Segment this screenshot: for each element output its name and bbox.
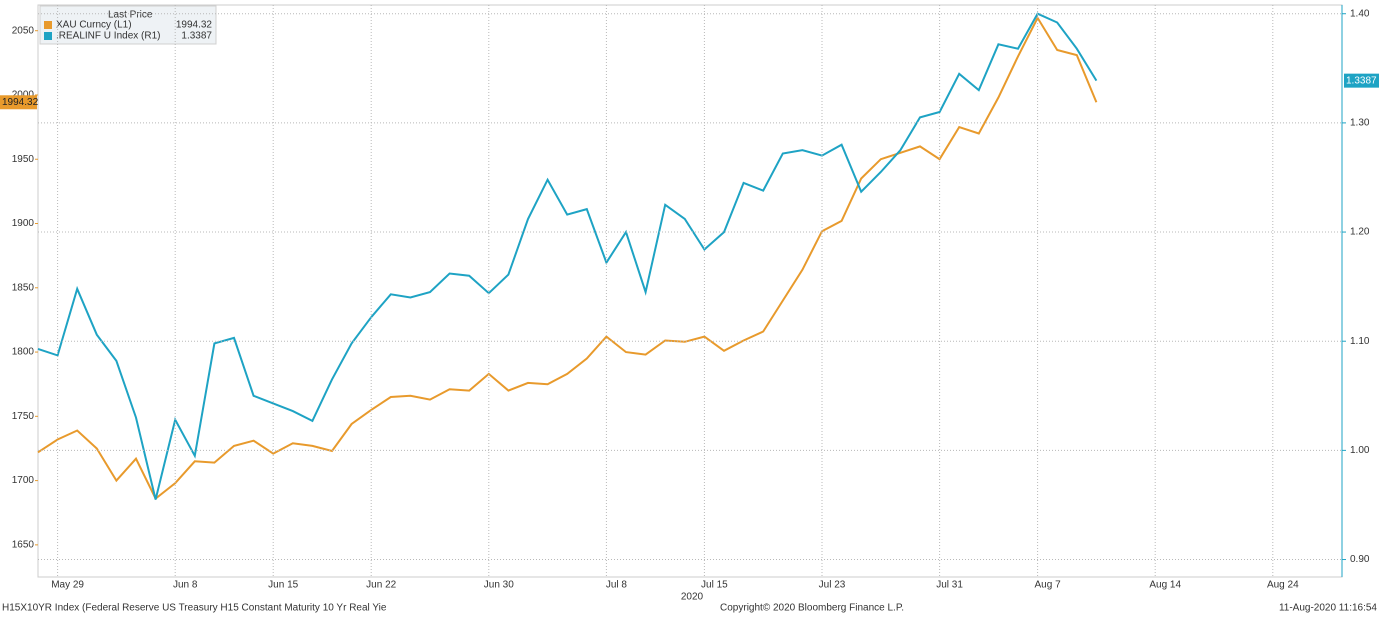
- y2-tick-label: 1.40: [1350, 8, 1370, 19]
- last-value-label: 1.3387: [1346, 75, 1377, 86]
- legend: Last Price XAU Curncy (L1) 1994.32 .REALIN…: [39, 5, 217, 45]
- legend-swatch: [44, 32, 52, 40]
- x-tick-label: Jun 15: [268, 580, 298, 591]
- footer-right: 11-Aug-2020 11:16:54: [1279, 603, 1377, 614]
- x-tick-label: Jul 31: [936, 580, 963, 591]
- legend-title: Last Price: [108, 10, 153, 21]
- year-label: 2020: [681, 592, 704, 603]
- legend-box: [39, 5, 217, 45]
- y-tick-label: 2000: [12, 90, 35, 101]
- plot-area: [37, 4, 1343, 578]
- y-tick-label: 1850: [12, 282, 35, 293]
- legend-label: .REALINF U Index (R1): [56, 31, 160, 42]
- y2-tick-label: 0.90: [1350, 554, 1370, 565]
- x-tick-label: Jun 22: [366, 580, 396, 591]
- x-tick-label: Jun 30: [484, 580, 514, 591]
- y-tick-label: 1800: [12, 347, 35, 358]
- legend-value: 1994.32: [176, 20, 213, 31]
- lines: [37, 12, 1098, 501]
- x-tick-label: Aug 24: [1267, 580, 1299, 591]
- x-tick-label: May 29: [51, 580, 84, 591]
- x-tick-label: Jun 8: [173, 580, 198, 591]
- y-tick-label: 1900: [12, 218, 35, 229]
- x-tick-label: Aug 7: [1035, 580, 1062, 591]
- y2-tick-label: 1.20: [1350, 227, 1370, 238]
- x-tick-label: Aug 14: [1149, 580, 1181, 591]
- y2-tick-label: 1.00: [1350, 445, 1370, 456]
- series-line: [37, 15, 1098, 501]
- x-tick-label: Jul 15: [701, 580, 728, 591]
- legend-swatch: [44, 21, 52, 29]
- y-tick-label: 2050: [12, 25, 35, 36]
- last-value-box: [1344, 73, 1379, 88]
- y2-tick-label: 1.30: [1350, 118, 1370, 129]
- y-tick-label: 1700: [12, 475, 35, 486]
- last-value-label: 1994.32: [2, 97, 39, 108]
- legend-value: 1.3387: [181, 31, 212, 42]
- y-tick-label: 1950: [12, 154, 35, 165]
- legend-label: XAU Curncy (L1): [56, 20, 132, 31]
- y-tick-label: 1650: [12, 540, 35, 551]
- footer-left: H15X10YR Index (Federal Reserve US Treas…: [2, 603, 387, 614]
- x-tick-label: Jul 8: [606, 580, 628, 591]
- x-tick-label: Jul 23: [819, 580, 846, 591]
- y-tick-label: 1750: [12, 411, 35, 422]
- y2-tick-label: 1.10: [1350, 336, 1370, 347]
- last-value-box: [0, 95, 37, 110]
- footer-center: Copyright© 2020 Bloomberg Finance L.P.: [720, 603, 904, 614]
- series-line: [37, 12, 1098, 500]
